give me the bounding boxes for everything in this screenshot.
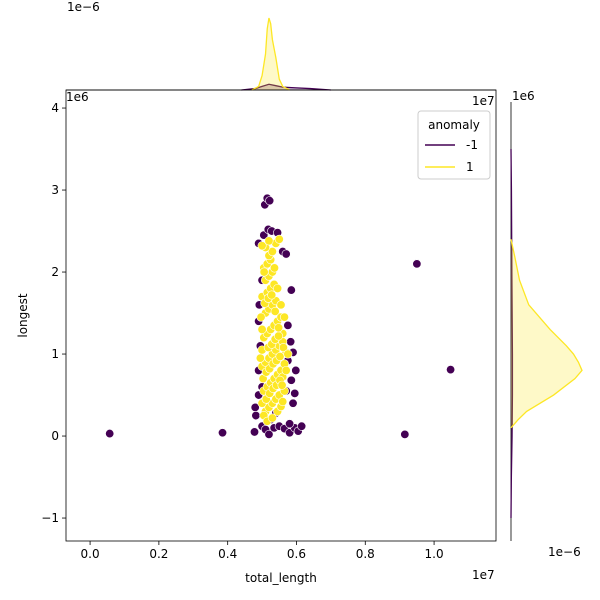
scatter-point [274, 234, 284, 244]
marginal-x-density [66, 17, 496, 91]
x-tick-label: 0.2 [149, 547, 168, 561]
scatter-point [105, 429, 115, 439]
marginal-x-scale-label: 1e7 [472, 94, 495, 108]
scatter-point [267, 290, 277, 300]
density-line--1 [510, 149, 514, 519]
scatter-point [276, 300, 286, 310]
density-line--1 [241, 83, 331, 91]
x-tick-label: 1.0 [425, 547, 444, 561]
scatter-point [251, 411, 261, 421]
y-axis-ticks: −1 0 1 2 3 4 [41, 101, 66, 525]
scatter-point [286, 375, 296, 385]
density-fill-1 [251, 18, 290, 90]
y-axis-offset-label: 1e6 [66, 90, 89, 104]
scatter-point [446, 365, 456, 375]
scatter-points [105, 193, 456, 439]
scatter-point [270, 306, 280, 316]
scatter-point [264, 429, 274, 439]
marginal-y-density [510, 102, 583, 541]
scatter-point [291, 365, 301, 375]
scatter-point [265, 196, 275, 206]
scatter-point [283, 349, 293, 359]
scatter-point [412, 259, 422, 269]
legend-label-1: 1 [466, 160, 474, 174]
scatter-point [290, 388, 300, 398]
scatter-point [297, 421, 307, 431]
x-axis-label: total_length [245, 571, 317, 585]
x-tick-label: 0.0 [81, 547, 100, 561]
density-fill-1 [511, 239, 582, 428]
marginal-x-offset-label: 1e−6 [67, 0, 100, 14]
x-tick-label: 0.8 [356, 547, 375, 561]
y-tick-label: 2 [51, 265, 59, 279]
x-tick-label: 0.4 [218, 547, 237, 561]
y-axis-label: longest [16, 293, 30, 338]
scatter-point [285, 419, 295, 429]
legend: anomaly -1 1 [417, 110, 491, 180]
legend-entries: -1 1 [425, 138, 478, 174]
main-scatter-plot: 0.0 0.2 0.4 0.6 0.8 1.0 −1 0 1 2 3 4 [41, 89, 497, 561]
scatter-point [274, 331, 284, 341]
scatter-point [250, 402, 260, 412]
marginal-y-offset-label: 1e−6 [548, 545, 581, 559]
scatter-point [267, 413, 277, 423]
scatter-point [281, 365, 291, 375]
scatter-point [278, 342, 288, 352]
x-axis-offset-label: 1e7 [472, 568, 495, 582]
scatter-point [257, 241, 267, 251]
scatter-point [257, 324, 267, 334]
scatter-point [286, 337, 296, 347]
scatter-point [267, 247, 277, 257]
scatter-point [279, 312, 289, 322]
legend-label--1: -1 [466, 138, 478, 152]
x-axis-ticks: 0.0 0.2 0.4 0.6 0.8 1.0 [81, 541, 444, 561]
scatter-point [286, 285, 296, 295]
scatter-point [274, 323, 284, 333]
plot-area [65, 89, 497, 542]
scatter-point [269, 263, 279, 273]
scatter-point [283, 320, 293, 330]
scatter-point [275, 351, 285, 361]
y-tick-label: 4 [51, 101, 59, 115]
scatter-point [218, 428, 228, 438]
scatter-point [273, 283, 283, 293]
scatter-point [256, 312, 266, 322]
marginal-y-scale-label: 1e6 [512, 89, 535, 103]
y-tick-label: 3 [51, 183, 59, 197]
scatter-point [278, 397, 288, 407]
scatter-point [255, 353, 265, 363]
y-tick-label: 0 [51, 429, 59, 443]
scatter-point [400, 429, 410, 439]
density-line-1 [510, 239, 583, 429]
scatter-point [281, 249, 291, 259]
scatter-point [264, 236, 274, 246]
y-tick-label: −1 [41, 511, 59, 525]
y-tick-label: 1 [51, 347, 59, 361]
x-tick-label: 0.6 [287, 547, 306, 561]
scatter-point [259, 267, 269, 277]
scatter-point [250, 427, 260, 437]
legend-title: anomaly [428, 118, 480, 132]
scatter-point [288, 398, 298, 408]
scatter-point [277, 380, 287, 390]
density-line-1 [251, 17, 290, 91]
